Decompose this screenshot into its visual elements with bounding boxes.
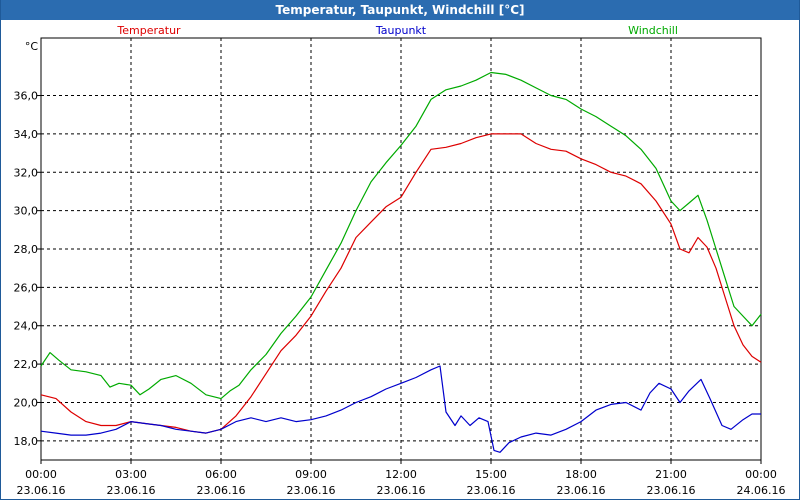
x-tick-date-label: 23.06.16 <box>107 484 156 497</box>
series-line-temperatur <box>40 133 762 434</box>
y-tick-label: 26,0 <box>14 281 39 294</box>
x-tick-date-label: 23.06.16 <box>377 484 426 497</box>
legend-windchill: Windchill <box>628 24 678 37</box>
y-tick-label: 34,0 <box>14 128 39 141</box>
x-tick-date-label: 23.06.16 <box>647 484 696 497</box>
x-tick-date-label: 23.06.16 <box>17 484 66 497</box>
x-tick-date-label: 24.06.16 <box>737 484 786 497</box>
x-tick-time-label: 21:00 <box>655 468 687 481</box>
y-tick-label: 36,0 <box>14 90 39 103</box>
x-tick-date-label: 23.06.16 <box>197 484 246 497</box>
y-tick-label: 32,0 <box>14 166 39 179</box>
x-tick-time-label: 18:00 <box>565 468 597 481</box>
x-tick-time-label: 12:00 <box>385 468 417 481</box>
y-tick-label: 28,0 <box>14 243 39 256</box>
y-tick-label: 24,0 <box>14 320 39 333</box>
x-tick-date-label: 23.06.16 <box>467 484 516 497</box>
y-tick-label: 18,0 <box>14 435 39 448</box>
legend-temperatur: Temperatur <box>116 24 181 37</box>
series-line-taupunkt <box>40 365 761 453</box>
x-tick-time-label: 00:00 <box>745 468 777 481</box>
y-tick-label: 22,0 <box>14 358 39 371</box>
x-tick-time-label: 15:00 <box>475 468 507 481</box>
x-tick-time-label: 09:00 <box>295 468 327 481</box>
x-tick-time-label: 00:00 <box>25 468 57 481</box>
y-tick-label: 30,0 <box>14 205 39 218</box>
window-title: Temperatur, Taupunkt, Windchill [°C] <box>1 0 799 20</box>
y-unit-label: °C <box>25 40 39 53</box>
series-line-windchill <box>40 71 762 400</box>
y-tick-label: 20,0 <box>14 396 39 409</box>
legend-taupunkt: Taupunkt <box>375 24 427 37</box>
x-tick-date-label: 23.06.16 <box>557 484 606 497</box>
x-tick-time-label: 03:00 <box>115 468 147 481</box>
x-tick-time-label: 06:00 <box>205 468 237 481</box>
x-tick-date-label: 23.06.16 <box>287 484 336 497</box>
